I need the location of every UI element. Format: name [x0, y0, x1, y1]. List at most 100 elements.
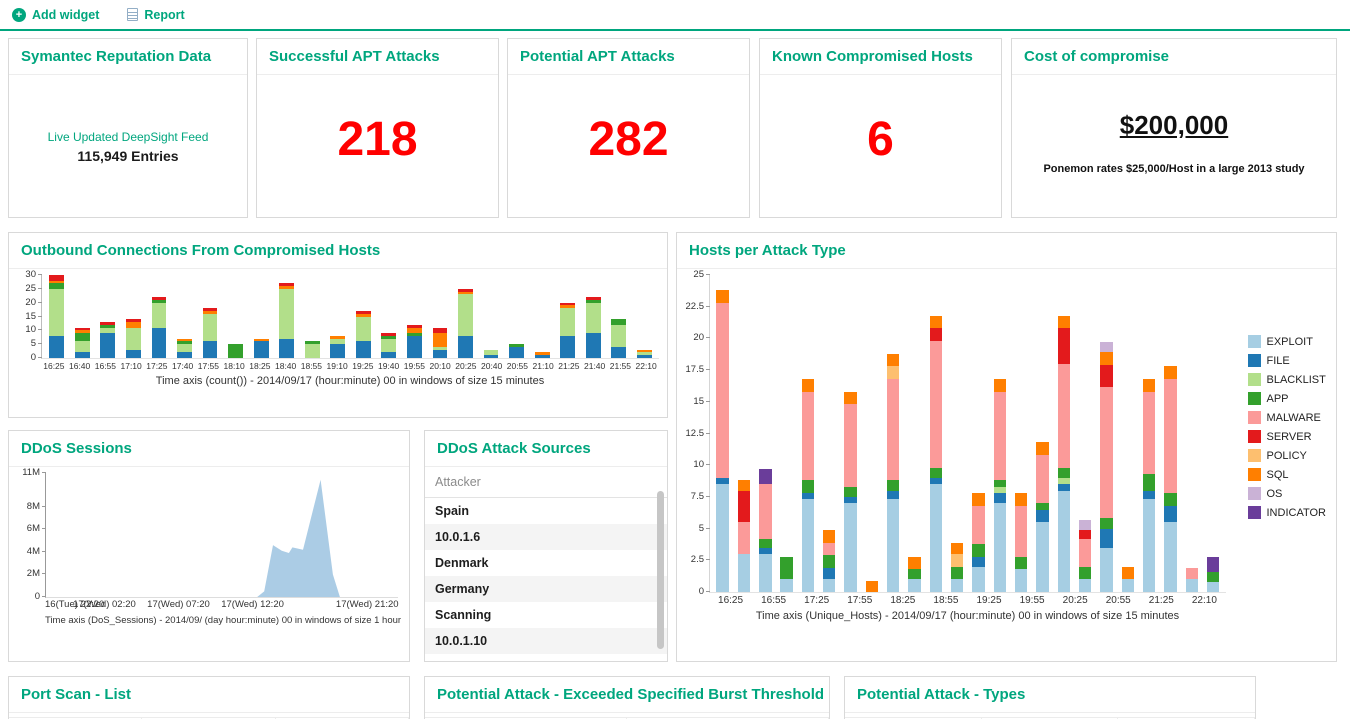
bar-segment-EXPLOIT — [1100, 547, 1113, 592]
legend-label: APP — [1266, 392, 1289, 405]
y-tick-label: 8M — [26, 500, 40, 512]
x-tick-label: 18:25 — [249, 361, 271, 371]
x-tick-label: 19:55 — [403, 361, 426, 371]
bar-19:55 — [402, 275, 428, 358]
bar-segment-SQL — [1164, 366, 1177, 380]
bar-segment-orange — [253, 338, 269, 342]
bar-segment-EXPLOIT — [1207, 581, 1220, 592]
y-tick-mark — [42, 528, 46, 530]
bar-segment-blue — [534, 355, 550, 358]
y-tick-mark — [38, 301, 42, 303]
table-row[interactable]: 10.0.1.10 — [425, 628, 667, 654]
legend-item-APP: APP — [1247, 392, 1327, 405]
table-row[interactable]: Spain — [435, 504, 470, 518]
x-tick-label: 18:55 — [933, 595, 959, 606]
bar-segment-FILE — [1036, 509, 1049, 523]
bar-segment-EXPLOIT — [951, 579, 964, 592]
attack-type-legend: EXPLOIT FILE BLACKLIST APP MALWARE SERVER POLI… — [1247, 335, 1327, 519]
bar-segment-blue — [381, 352, 397, 358]
report-button[interactable]: Report — [127, 8, 185, 22]
add-widget-button[interactable]: Add widget — [12, 7, 100, 22]
bar-segment-POLICY — [887, 366, 900, 379]
x-tick-label: 21:25 — [558, 361, 580, 371]
bar-segment-APP — [1207, 571, 1220, 582]
server-swatch-icon — [1247, 430, 1261, 443]
legend-item-EXPLOIT: EXPLOIT — [1247, 335, 1327, 348]
card-cost-of-compromise: Cost of compromise $200,000 Ponemon rate… — [1011, 38, 1337, 218]
y-tick-mark — [42, 573, 46, 575]
bar-segment-EXPLOIT — [1036, 522, 1049, 592]
bar-segment-SQL — [1100, 352, 1113, 366]
x-tick-label: 19:25 — [352, 361, 374, 371]
add-widget-label: Add widget — [32, 7, 100, 22]
bar-segment-SQL — [1015, 493, 1028, 506]
bar-20:40 — [478, 275, 504, 358]
bar-segment-orange — [330, 335, 346, 339]
card-title: Successful APT Attacks — [269, 48, 440, 65]
x-tick-label: 18:25 — [890, 595, 916, 606]
legend-label: SERVER — [1266, 430, 1312, 443]
scrollbar-thumb[interactable] — [657, 491, 664, 649]
bar-segment-blue — [126, 349, 141, 358]
bar-segment-SERVER — [737, 490, 751, 523]
bar-segment-SQL — [908, 556, 921, 570]
bar-segment-SQL — [951, 542, 964, 554]
bar-segment-MALWARE — [801, 391, 815, 481]
bar-segment-APP — [908, 569, 921, 580]
bar-segment-MALWARE — [887, 378, 900, 481]
bar-18:25 — [248, 275, 274, 358]
bar-segment-blue — [483, 355, 499, 358]
table-row[interactable]: Scanning — [435, 608, 492, 622]
table-row[interactable]: 10.0.3.5 — [425, 654, 667, 661]
x-tick-label: 16:40 — [68, 361, 91, 371]
bar-segment-MALWARE — [759, 484, 772, 539]
table-row[interactable]: Denmark — [435, 556, 489, 570]
legend-item-POLICY: POLICY — [1247, 449, 1327, 462]
y-tick-label: 0 — [30, 352, 36, 363]
y-tick-label: 2M — [26, 568, 40, 580]
blacklist-swatch-icon — [1247, 373, 1261, 386]
y-tick-label: 22.5 — [685, 300, 705, 312]
bar-segment-APP — [1100, 518, 1113, 529]
y-tick-mark — [38, 329, 42, 331]
bar-segment-FILE — [716, 477, 729, 485]
app-swatch-icon — [1247, 392, 1261, 405]
x-tick-label: 17(Wed) 12:20 — [221, 599, 284, 610]
y-axis: 0 2M 4M 6M 8M 11M — [15, 467, 45, 602]
y-axis: 0 5 10 15 20 25 30 — [15, 269, 41, 363]
x-tick-label: 17:40 — [171, 361, 194, 371]
attacker-table: Spain 10.0.1.6 Denmark Germany Scanning 10.0.… — [425, 498, 667, 661]
bar-segment-orange — [177, 338, 192, 342]
bar-segment-SQL — [1121, 566, 1135, 580]
x-tick-label: 19:40 — [377, 361, 400, 371]
bar-segment-light-green — [330, 338, 346, 345]
bar-segment-APP — [1143, 474, 1156, 491]
y-tick-label: 5 — [30, 338, 36, 350]
bar-18:10 — [223, 275, 249, 358]
bar-segment-MALWARE — [1185, 567, 1199, 580]
y-tick-label: 20 — [693, 332, 704, 344]
bar-segment-APP — [780, 556, 793, 580]
bar-21:40 — [1160, 275, 1181, 592]
bar-segment-blue — [355, 341, 371, 358]
bar-segment-FILE — [887, 490, 900, 500]
bar-segment-APP — [951, 566, 964, 580]
x-tick-label: 16:25 — [718, 595, 744, 606]
bar-segment-MALWARE — [929, 340, 943, 468]
plot-area — [706, 274, 1226, 593]
bar-segment-light-green — [458, 294, 473, 336]
bar-segment-light-green — [151, 302, 167, 328]
area-chart-svg — [46, 479, 398, 597]
bar-segment-SQL — [993, 379, 1007, 392]
bar-19:25 — [351, 275, 377, 358]
table-row[interactable]: Germany — [425, 576, 667, 602]
legend-item-MALWARE: MALWARE — [1247, 411, 1327, 424]
bar-21:25 — [555, 275, 581, 358]
x-axis-labels: 16:25 16:55 17:25 17:55 18:25 18:55 19:25 19:55… — [709, 593, 1226, 606]
panel-burst-threshold: Potential Attack - Exceeded Specified Bu… — [424, 676, 830, 719]
x-tick-label: 17:55 — [847, 595, 873, 606]
bar-20:10 — [427, 275, 453, 358]
x-tick-label: 18:55 — [300, 361, 323, 371]
table-row[interactable]: 10.0.1.6 — [425, 524, 667, 550]
bar-segment-orange — [432, 333, 448, 347]
